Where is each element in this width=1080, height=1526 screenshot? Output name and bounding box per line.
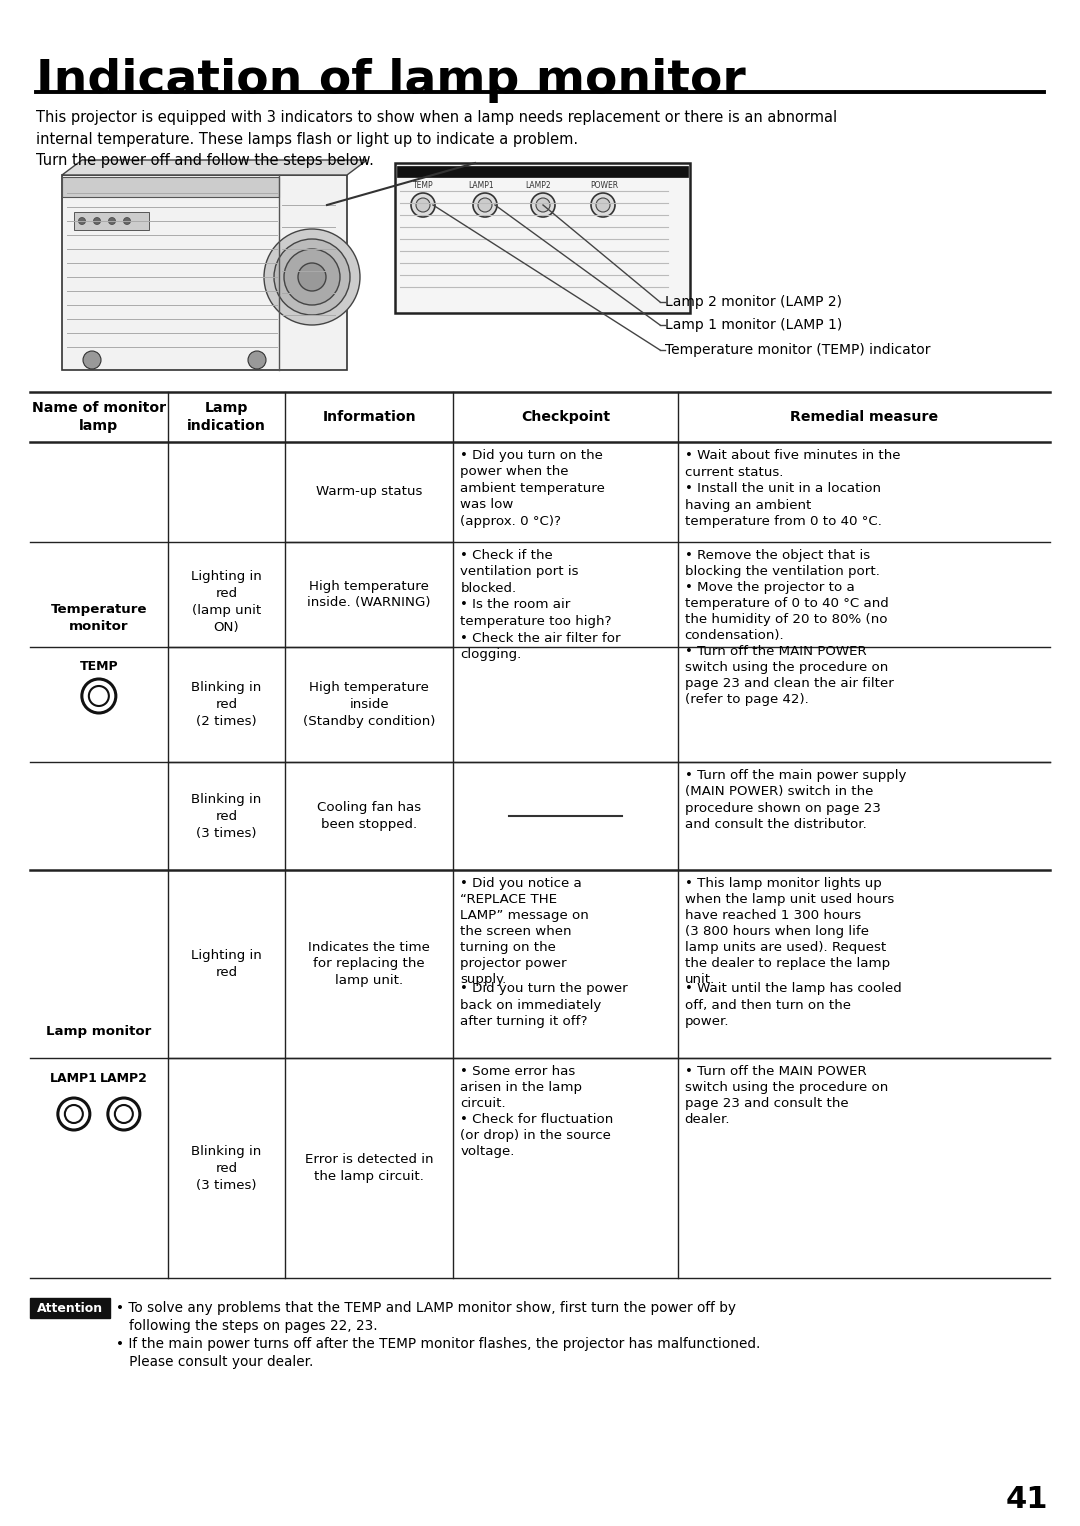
Bar [62,177,279,197]
Text: LAMP1: LAMP1 [468,182,494,191]
Text: Temperature
monitor: Temperature monitor [51,603,147,633]
Bar [75,212,149,230]
Circle shape [123,218,131,224]
Text: Lighting in
red
(lamp unit
ON): Lighting in red (lamp unit ON) [191,571,261,633]
Circle shape [478,198,492,212]
Circle shape [94,218,100,224]
Text: Indicates the time
for replacing the
lamp unit.: Indicates the time for replacing the lam… [308,942,430,987]
Text: • Did you notice a
“REPLACE THE
LAMP” message on
the screen when
turning on the
: • Did you notice a “REPLACE THE LAMP” me… [460,877,589,986]
Text: This projector is equipped with 3 indicators to show when a lamp needs replaceme: This projector is equipped with 3 indica… [36,110,837,168]
Text: Please consult your dealer.: Please consult your dealer. [116,1355,313,1369]
Circle shape [596,198,610,212]
Text: LAMP2: LAMP2 [100,1073,148,1085]
Circle shape [108,218,116,224]
Text: • Remove the object that is
blocking the ventilation port.
• Move the projector : • Remove the object that is blocking the… [685,549,893,707]
Text: High temperature
inside
(Standby condition): High temperature inside (Standby conditi… [303,682,435,728]
Text: POWER: POWER [590,182,618,191]
Bar [30,1299,110,1318]
Circle shape [411,192,435,217]
Text: • Turn off the MAIN POWER
switch using the procedure on
page 23 and consult the
: • Turn off the MAIN POWER switch using t… [685,1065,888,1126]
Circle shape [536,198,550,212]
Text: following the steps on pages 22, 23.: following the steps on pages 22, 23. [116,1318,378,1334]
Circle shape [531,192,555,217]
Text: 41: 41 [1005,1485,1048,1514]
Text: Blinking in
red
(3 times): Blinking in red (3 times) [191,1144,261,1192]
Text: Lamp monitor: Lamp monitor [46,1025,151,1039]
Text: TEMP: TEMP [80,659,118,673]
Circle shape [274,240,350,314]
Text: • Some error has
arisen in the lamp
circuit.
• Check for fluctuation
(or drop) i: • Some error has arisen in the lamp circ… [460,1065,613,1158]
Text: Lamp 2 monitor (LAMP 2): Lamp 2 monitor (LAMP 2) [665,295,842,308]
Text: • Check if the
ventilation port is
blocked.
• Is the room air
temperature too hi: • Check if the ventilation port is block… [460,549,621,661]
Text: Indication of lamp monitor: Indication of lamp monitor [36,58,746,102]
Text: LAMP2: LAMP2 [525,182,551,191]
Circle shape [284,249,340,305]
Text: Checkpoint: Checkpoint [521,410,610,424]
Text: Information: Information [322,410,416,424]
Text: Cooling fan has
been stopped.: Cooling fan has been stopped. [318,801,421,830]
Text: • Wait about five minutes in the
current status.
• Install the unit in a locatio: • Wait about five minutes in the current… [685,449,901,528]
Text: • Did you turn on the
power when the
ambient temperature
was low
(approx. 0 °C)?: • Did you turn on the power when the amb… [460,449,605,528]
Circle shape [248,351,266,369]
Circle shape [298,262,326,291]
Polygon shape [62,175,347,369]
Circle shape [79,218,85,224]
Bar [397,166,688,177]
Text: • This lamp monitor lights up
when the lamp unit used hours
have reached 1 300 h: • This lamp monitor lights up when the l… [685,877,894,986]
Text: • To solve any problems that the TEMP and LAMP monitor show, first turn the powe: • To solve any problems that the TEMP an… [116,1302,735,1315]
Circle shape [264,229,360,325]
Polygon shape [62,160,367,175]
Text: Blinking in
red
(3 times): Blinking in red (3 times) [191,792,261,839]
Text: • Wait until the lamp has cooled
off, and then turn on the
power.: • Wait until the lamp has cooled off, an… [685,983,902,1029]
Text: • Turn off the main power supply
(MAIN POWER) switch in the
procedure shown on p: • Turn off the main power supply (MAIN P… [685,769,906,832]
Text: Error is detected in
the lamp circuit.: Error is detected in the lamp circuit. [305,1154,433,1183]
Text: Blinking in
red
(2 times): Blinking in red (2 times) [191,681,261,728]
Text: Lighting in
red: Lighting in red [191,949,261,980]
Text: Name of monitor
lamp: Name of monitor lamp [31,401,166,433]
Circle shape [83,351,102,369]
Text: • If the main power turns off after the TEMP monitor flashes, the projector has : • If the main power turns off after the … [116,1337,760,1351]
Circle shape [416,198,430,212]
Circle shape [473,192,497,217]
Text: High temperature
inside. (WARNING): High temperature inside. (WARNING) [308,580,431,609]
Circle shape [591,192,615,217]
Text: Lamp
indication: Lamp indication [187,401,266,433]
Text: Lamp 1 monitor (LAMP 1): Lamp 1 monitor (LAMP 1) [665,317,842,333]
Text: Temperature monitor (TEMP) indicator: Temperature monitor (TEMP) indicator [665,343,931,357]
Text: Attention: Attention [37,1302,103,1314]
Text: • Did you turn the power
back on immediately
after turning it off?: • Did you turn the power back on immedia… [460,983,629,1029]
Text: LAMP1: LAMP1 [50,1073,98,1085]
Text: TEMP: TEMP [413,182,434,191]
Text: Warm-up status: Warm-up status [316,485,422,499]
Bar [395,163,690,313]
Text: Remedial measure: Remedial measure [789,410,937,424]
